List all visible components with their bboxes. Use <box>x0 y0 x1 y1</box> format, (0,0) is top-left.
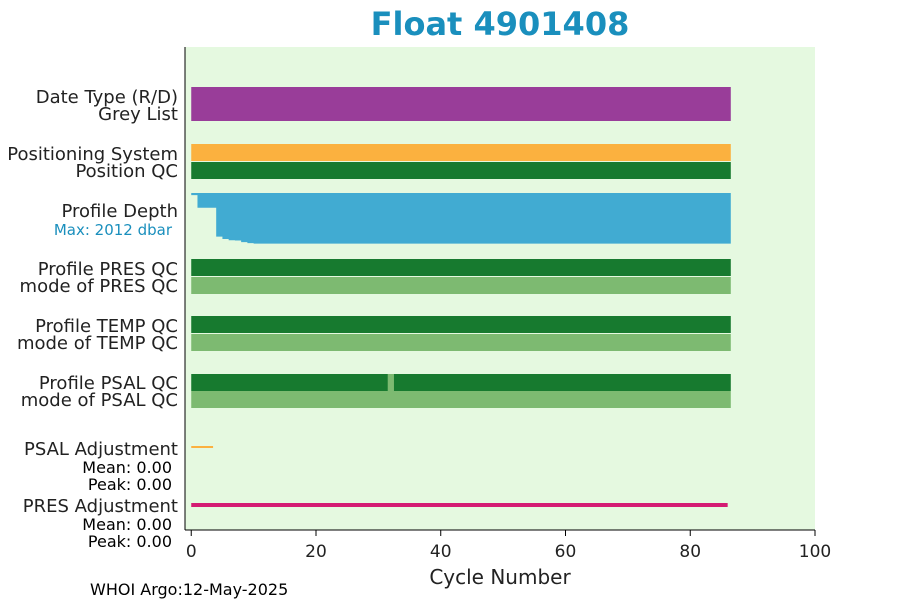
x-tick-label: 80 <box>679 542 701 562</box>
x-tick-label: 0 <box>186 542 197 562</box>
bar-pres_qc <box>191 259 731 276</box>
mean-label-psal_adj: Mean: 0.00 <box>82 458 172 477</box>
row-label-psal_mode: mode of PSAL QC <box>21 390 178 411</box>
x-tick-label: 100 <box>799 542 831 562</box>
bar-positioning <box>191 144 731 161</box>
bar-pres_mode <box>191 277 731 294</box>
bar-psal_adj <box>191 446 214 448</box>
bar-psal_qc <box>191 374 731 391</box>
row-label-pres_mode: mode of PRES QC <box>20 276 178 297</box>
row-label-pres_adj: PRES Adjustment <box>23 496 178 517</box>
bar-psal_qc-gap <box>387 374 394 391</box>
chart-rows <box>191 87 731 507</box>
footer-text: WHOI Argo:12-May-2025 <box>90 580 288 599</box>
peak-label-psal_adj: Peak: 0.00 <box>88 475 172 494</box>
row-label-temp_qc: Profile TEMP QC <box>35 316 178 337</box>
profile-depth-area <box>191 193 731 244</box>
row-label-psal_adj: PSAL Adjustment <box>24 439 178 460</box>
bar-position_qc <box>191 162 731 179</box>
x-tick-label: 20 <box>305 542 327 562</box>
x-axis-label: Cycle Number <box>429 565 571 589</box>
bar-date_type <box>191 87 731 121</box>
bar-temp_qc <box>191 316 731 333</box>
bar-temp_mode <box>191 334 731 351</box>
peak-label-pres_adj: Peak: 0.00 <box>88 532 172 551</box>
row-label-temp_mode: mode of TEMP QC <box>17 333 178 354</box>
x-ticks: 0 20 40 60 80 100 <box>186 530 831 562</box>
row-label-grey_list: Grey List <box>98 104 178 125</box>
profile-depth-max-label: Max: 2012 dbar <box>54 221 173 239</box>
row-label-pres_qc: Profile PRES QC <box>38 259 178 280</box>
row-label-date_type: Date Type (R/D) <box>36 87 178 108</box>
row-label-psal_qc: Profile PSAL QC <box>39 373 178 394</box>
row-label-positioning: Positioning System <box>7 144 178 165</box>
bar-psal_mode <box>191 391 731 408</box>
x-tick-label: 40 <box>430 542 452 562</box>
chart-title: Float 4901408 <box>371 5 630 43</box>
x-tick-label: 60 <box>555 542 577 562</box>
bar-pres_adj <box>191 503 728 507</box>
row-label-profile_depth: Profile Depth <box>61 201 178 222</box>
row-label-position_qc: Position QC <box>75 161 178 182</box>
mean-label-pres_adj: Mean: 0.00 <box>82 515 172 534</box>
